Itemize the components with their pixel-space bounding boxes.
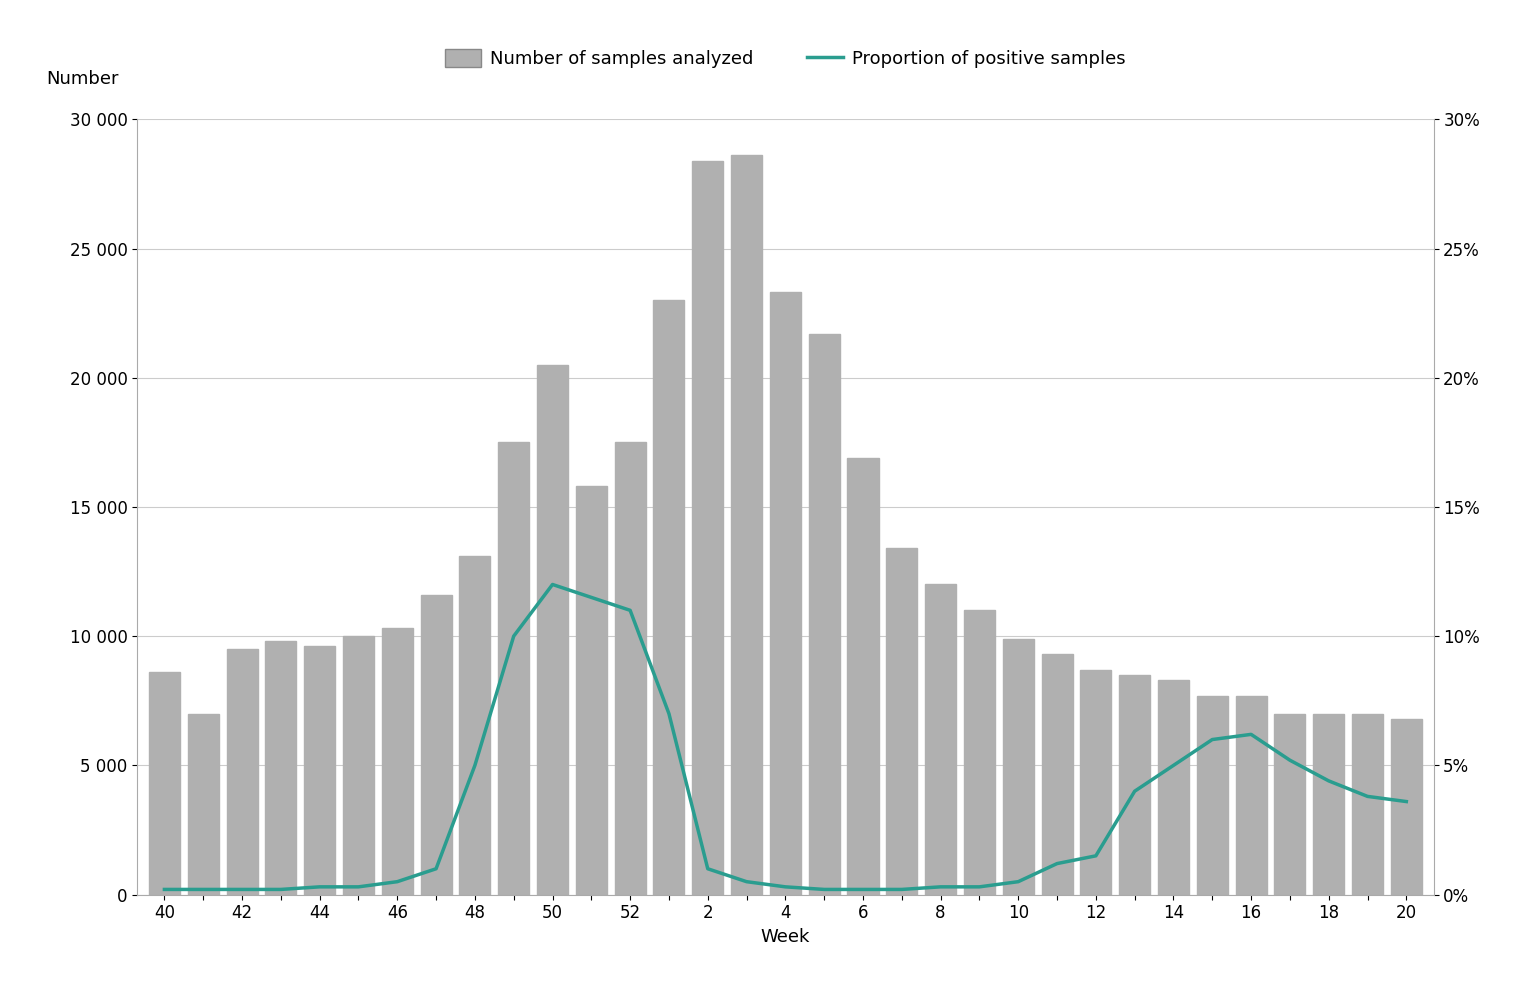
Legend: Number of samples analyzed, Proportion of positive samples: Number of samples analyzed, Proportion o…: [438, 42, 1133, 76]
Bar: [770, 292, 801, 895]
Bar: [1157, 680, 1190, 895]
Bar: [886, 549, 918, 895]
Bar: [303, 646, 336, 895]
Bar: [421, 594, 451, 895]
Bar: [808, 334, 840, 895]
Bar: [1042, 654, 1072, 895]
Bar: [227, 649, 258, 895]
Bar: [537, 365, 567, 895]
Bar: [964, 610, 994, 895]
Bar: [1313, 714, 1344, 895]
Bar: [1235, 696, 1267, 895]
Bar: [1003, 639, 1034, 895]
Bar: [149, 672, 180, 895]
Bar: [692, 161, 723, 895]
Bar: [576, 486, 607, 895]
Bar: [1197, 696, 1228, 895]
Bar: [1353, 714, 1383, 895]
Bar: [459, 556, 491, 895]
Bar: [926, 584, 956, 895]
Bar: [343, 636, 374, 895]
Text: Number: Number: [46, 71, 119, 88]
Bar: [1119, 675, 1150, 895]
Bar: [1275, 714, 1305, 895]
Bar: [265, 641, 296, 895]
Bar: [499, 442, 529, 895]
Bar: [653, 300, 685, 895]
Bar: [188, 714, 218, 895]
Bar: [615, 442, 645, 895]
Bar: [1391, 719, 1421, 895]
Bar: [1080, 670, 1112, 895]
Bar: [730, 155, 762, 895]
Bar: [381, 628, 413, 895]
Bar: [848, 458, 878, 895]
X-axis label: Week: Week: [761, 927, 810, 946]
